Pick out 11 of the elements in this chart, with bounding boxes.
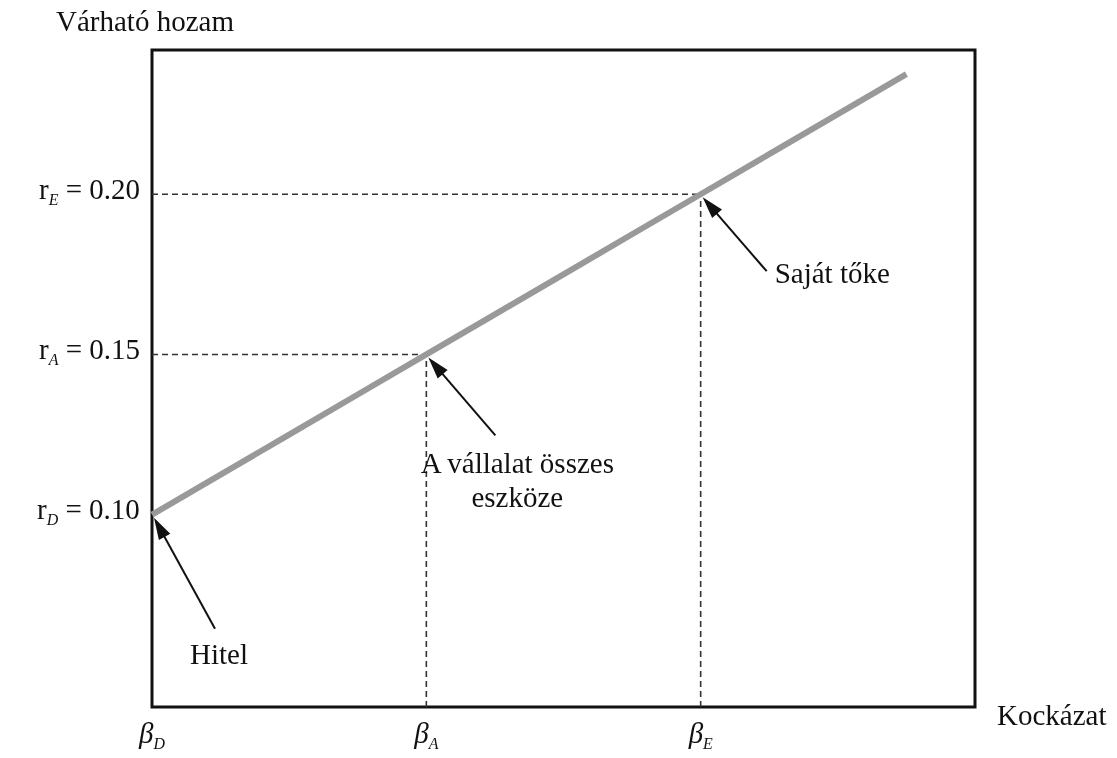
x-axis-title: Kockázat <box>997 699 1107 732</box>
x-tick-label: β$_{A}$ <box>414 717 439 754</box>
annotation: Hitel <box>190 636 248 671</box>
annotation: A vállalat összes eszköze <box>419 446 615 515</box>
y-tick-label: r$_{D}$ = 0.10 <box>37 493 140 530</box>
annotation: Saját tőke <box>774 256 890 291</box>
y-tick-label: r$_{A}$ = 0.15 <box>39 332 141 370</box>
y-axis-title: Várható hozam <box>56 5 234 38</box>
y-tick-label: r$_{E}$ = 0.20 <box>39 172 141 210</box>
x-tick-label: β$_{D}$ <box>139 717 165 754</box>
x-tick-label: β$_{E}$ <box>688 717 713 754</box>
